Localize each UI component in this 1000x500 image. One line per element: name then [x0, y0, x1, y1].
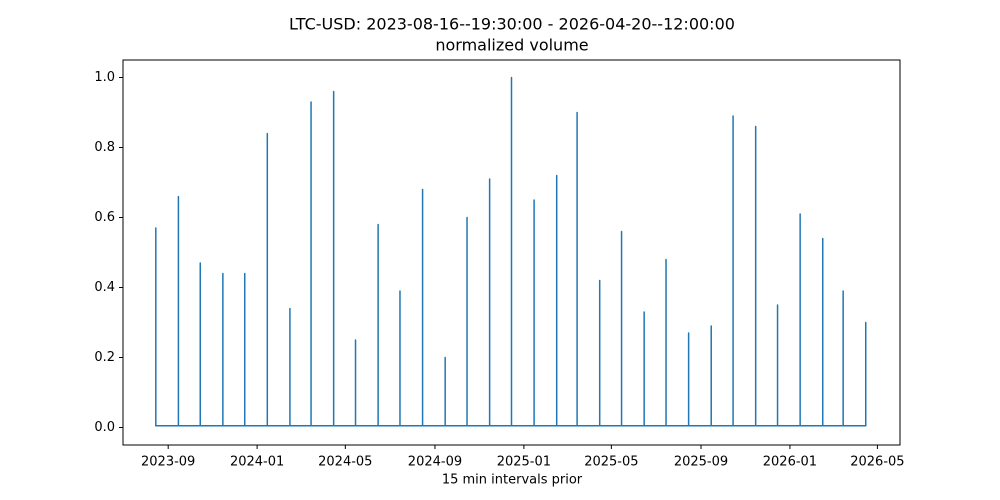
- x-axis-label: 15 min intervals prior: [442, 473, 583, 488]
- x-tick-label: 2025-01: [497, 455, 551, 470]
- chart-subtitle: normalized volume: [435, 36, 588, 55]
- x-tick-label: 2026-01: [763, 455, 817, 470]
- x-tick-label: 2024-09: [408, 455, 462, 470]
- y-tick-label: 1.0: [94, 70, 115, 85]
- x-tick-label: 2026-05: [850, 455, 904, 470]
- x-tick-label: 2023-09: [141, 455, 195, 470]
- x-tick-label: 2025-05: [584, 455, 638, 470]
- y-tick-label: 0.6: [94, 210, 115, 225]
- data-line: [155, 76, 867, 427]
- x-tick-label: 2025-09: [674, 455, 728, 470]
- y-tick-label: 0.4: [94, 280, 115, 295]
- y-tick-label: 0.8: [94, 140, 115, 155]
- y-tick-label: 0.2: [94, 350, 115, 365]
- y-tick-label: 0.0: [94, 420, 115, 435]
- plot-frame: [122, 59, 901, 446]
- chart-title: LTC-USD: 2023-08-16--19:30:00 - 2026-04-…: [289, 15, 735, 34]
- x-tick-label: 2024-01: [230, 455, 284, 470]
- x-tick-label: 2024-05: [318, 455, 372, 470]
